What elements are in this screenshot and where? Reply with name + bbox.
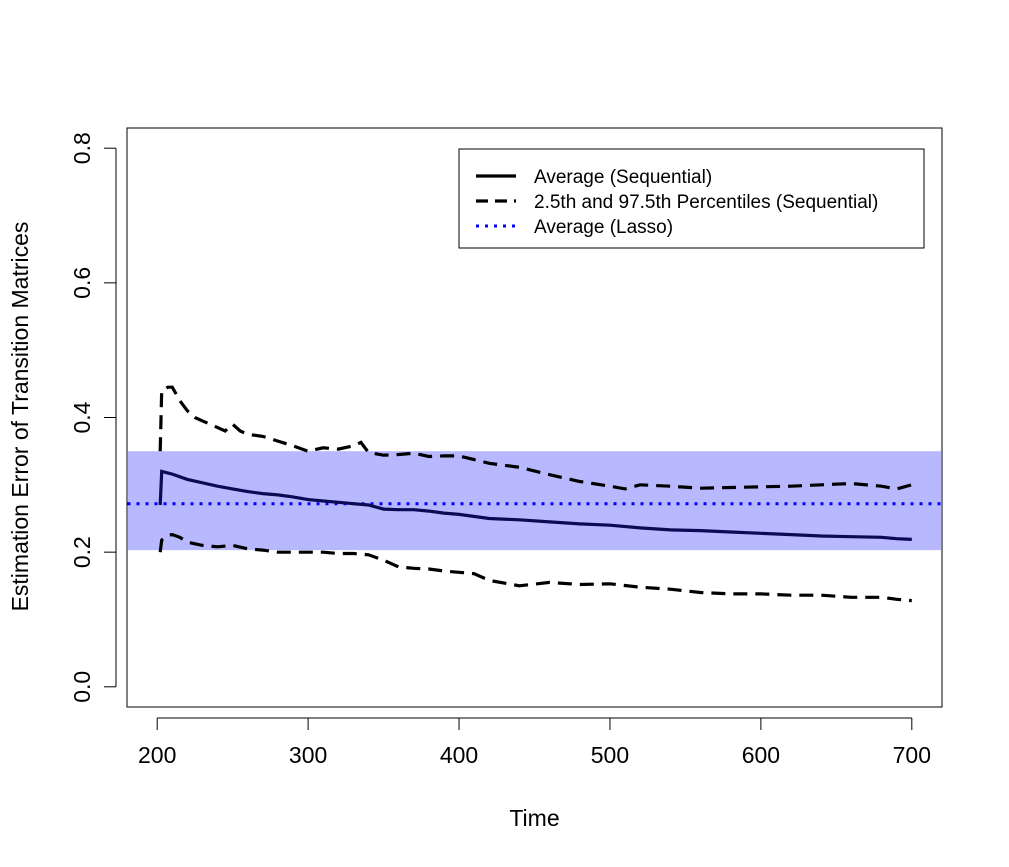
- lasso-band: [128, 451, 941, 551]
- x-axis-title: Time: [509, 805, 559, 831]
- y-tick-label: 0.2: [69, 536, 95, 568]
- upper-percentile-line: [158, 385, 913, 491]
- x-tick-label: 300: [289, 742, 327, 768]
- x-tick-label: 400: [440, 742, 478, 768]
- y-tick-label: 0.8: [69, 132, 95, 164]
- y-tick-label: 0.4: [69, 401, 95, 433]
- legend-label-average-lasso: Average (Lasso): [534, 217, 673, 238]
- plot-frame: [126, 127, 943, 708]
- legend-box: [458, 148, 925, 249]
- y-axis-title: Estimation Error of Transition Matrices: [7, 222, 33, 612]
- x-tick-label: 600: [742, 742, 780, 768]
- lower-percentile-line: [158, 532, 912, 603]
- y-axis: 0.0 0.2 0.4 0.6 0.8: [69, 132, 117, 703]
- legend: Average (Sequential) 2.5th and 97.5th Pe…: [458, 148, 925, 249]
- legend-label-percentiles-sequential: 2.5th and 97.5th Percentiles (Sequential…: [534, 192, 878, 213]
- sequential-average-line: [158, 469, 912, 541]
- x-axis: 200 300 400 500 600 700: [138, 717, 931, 768]
- x-tick-label: 700: [893, 742, 931, 768]
- x-tick-label: 200: [138, 742, 176, 768]
- legend-label-average-sequential: Average (Sequential): [534, 167, 712, 188]
- y-tick-label: 0.0: [69, 671, 95, 703]
- y-tick-label: 0.6: [69, 267, 95, 299]
- x-tick-label: 500: [591, 742, 629, 768]
